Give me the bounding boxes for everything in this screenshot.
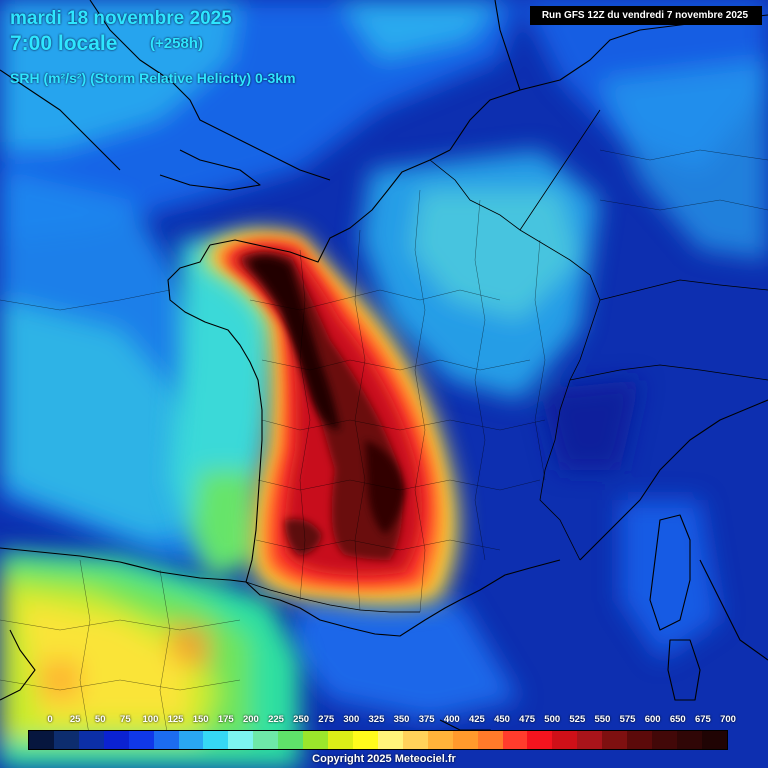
legend-label: 450	[494, 714, 510, 725]
legend-label: 375	[418, 714, 435, 725]
legend-swatch	[701, 731, 727, 749]
forecast-date: mardi 18 novembre 2025	[10, 8, 232, 29]
legend-label: 275	[318, 714, 335, 725]
legend-swatch	[78, 731, 104, 749]
legend-label: 425	[468, 714, 485, 725]
department-borders	[0, 149, 768, 751]
color-scale	[28, 730, 728, 750]
legend-label: 300	[343, 714, 360, 725]
legend-label: 525	[569, 714, 586, 725]
copyright: Copyright 2025 Meteociel.fr	[312, 753, 456, 765]
field-iberia	[0, 550, 300, 768]
legend-labels: 0 25 50 75 100 125 150 175 200 225 250 275 300 325 350…	[38, 714, 736, 728]
field-low-values	[0, 0, 768, 720]
legend-label: 0	[47, 714, 53, 725]
legend-label: 100	[142, 714, 159, 725]
legend-label: 550	[594, 714, 611, 725]
legend-swatch	[103, 731, 129, 749]
forecast-hour: 7:00 locale	[10, 32, 118, 55]
legend-label: 325	[368, 714, 385, 725]
legend-swatch	[278, 731, 304, 749]
legend-swatch	[527, 731, 553, 749]
legend-swatch	[676, 731, 702, 749]
legend-label: 225	[268, 714, 284, 725]
legend-label: 650	[669, 714, 686, 725]
legend-swatch	[53, 731, 79, 749]
legend-swatch	[602, 731, 628, 749]
legend-swatch	[178, 731, 204, 749]
legend-swatch	[303, 731, 329, 749]
legend-swatch	[452, 731, 478, 749]
legend-label: 50	[94, 714, 106, 725]
legend-label: 400	[443, 714, 460, 725]
legend-swatch	[253, 731, 279, 749]
legend-swatch	[228, 731, 254, 749]
legend-label: 25	[69, 714, 81, 725]
legend-swatch	[128, 731, 154, 749]
legend-swatch	[552, 731, 578, 749]
coastlines	[0, 0, 768, 746]
legend-swatch	[477, 731, 503, 749]
legend-swatch	[427, 731, 453, 749]
legend-swatch	[29, 731, 54, 749]
model-run-label: Run GFS 12Z du vendredi 7 novembre 2025	[529, 6, 762, 25]
field-srh-max	[205, 230, 458, 605]
legend-label: 575	[619, 714, 636, 725]
legend-swatch	[402, 731, 428, 749]
legend-label: 675	[694, 714, 711, 725]
legend-swatch	[577, 731, 603, 749]
legend-swatch	[377, 731, 403, 749]
legend-label: 475	[519, 714, 536, 725]
field-ocean-band	[170, 240, 280, 580]
legend-swatch	[352, 731, 378, 749]
legend-label: 200	[242, 714, 259, 725]
legend-swatch	[328, 731, 353, 749]
legend-label: 700	[720, 714, 736, 725]
legend-label: 75	[120, 714, 131, 725]
legend-label: 500	[544, 714, 561, 725]
legend-swatch	[502, 731, 528, 749]
forecast-lead-time: (+258h)	[150, 35, 203, 52]
legend-label: 150	[192, 714, 209, 725]
legend-label: 250	[293, 714, 310, 725]
legend-label: 125	[167, 714, 184, 725]
legend-label: 350	[393, 714, 410, 725]
legend-label: 175	[217, 714, 234, 725]
legend-swatch	[652, 731, 677, 749]
legend-swatch	[627, 731, 653, 749]
legend-swatch	[153, 731, 179, 749]
parameter-title: SRH (m²/s²) (Storm Relative Helicity) 0-…	[10, 70, 296, 86]
legend-swatch	[203, 731, 229, 749]
legend-label: 600	[644, 714, 661, 725]
